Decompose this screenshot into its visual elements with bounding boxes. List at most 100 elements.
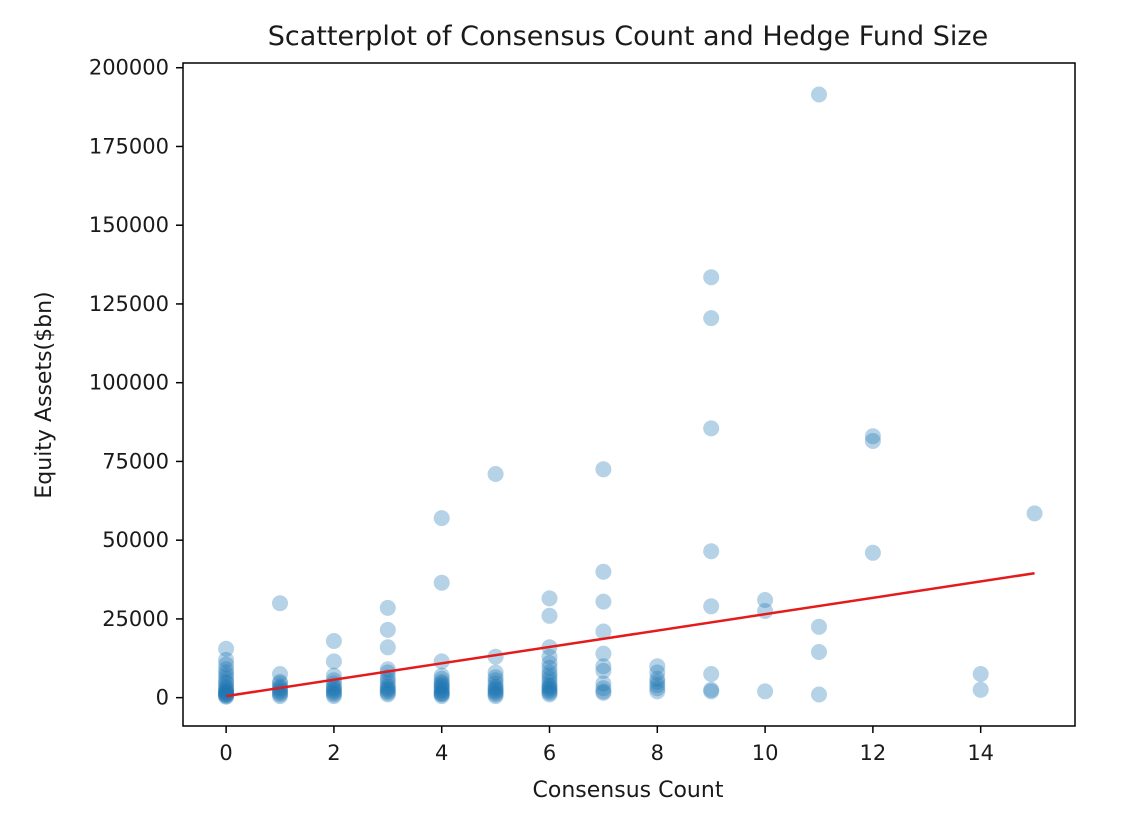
scatter-point bbox=[325, 686, 342, 703]
scatter-point bbox=[433, 673, 450, 690]
scatter-point bbox=[433, 678, 450, 695]
scatter-point bbox=[541, 677, 558, 694]
scatter-point bbox=[703, 269, 720, 286]
scatter-point bbox=[218, 651, 235, 668]
scatter-point bbox=[433, 677, 450, 694]
scatter-point bbox=[325, 678, 342, 695]
scatter-point bbox=[272, 678, 288, 695]
scatter-point bbox=[218, 688, 235, 705]
scatter-point bbox=[649, 680, 666, 697]
scatter-point bbox=[218, 681, 235, 698]
scatter-point bbox=[325, 653, 342, 670]
scatter-point bbox=[595, 461, 612, 478]
scatter-point bbox=[649, 664, 666, 681]
scatter-point bbox=[433, 510, 450, 527]
scatter-point bbox=[649, 673, 666, 690]
scatter-point bbox=[703, 683, 720, 700]
scatter-point bbox=[757, 683, 774, 700]
scatter-point bbox=[379, 684, 396, 701]
x-tick-label: 6 bbox=[543, 741, 556, 765]
scatter-point bbox=[595, 680, 612, 697]
scatter-point bbox=[811, 644, 827, 660]
scatter-point bbox=[811, 618, 827, 635]
scatter-point bbox=[972, 681, 989, 698]
scatter-point bbox=[272, 595, 288, 612]
scatter-point bbox=[487, 684, 504, 701]
scatter-point bbox=[218, 664, 235, 681]
scatter-point bbox=[379, 675, 396, 692]
scatter-point bbox=[595, 683, 612, 700]
scatter-point bbox=[487, 681, 504, 698]
y-axis: 0 25000 50000 75000 100000 125000 150000 175000… bbox=[89, 56, 183, 710]
scatter-point bbox=[703, 666, 720, 682]
x-tick-label: 8 bbox=[651, 741, 664, 765]
scatter-point bbox=[379, 621, 396, 638]
scatter-point bbox=[595, 645, 612, 662]
scatter-point bbox=[218, 656, 235, 673]
scatter-point bbox=[541, 659, 558, 676]
scatter-point bbox=[541, 664, 558, 681]
scatter-points bbox=[218, 86, 1043, 705]
scatter-point bbox=[541, 686, 558, 703]
scatter-point bbox=[379, 681, 396, 698]
scatter-point bbox=[218, 680, 235, 697]
x-tick-label: 12 bbox=[860, 741, 887, 765]
scatter-point bbox=[218, 675, 235, 692]
scatter-point bbox=[541, 590, 558, 607]
scatter-point bbox=[433, 686, 450, 703]
scatter-point bbox=[379, 683, 396, 700]
scatter-point bbox=[487, 688, 504, 705]
scatter-point bbox=[218, 661, 235, 678]
scatter-point bbox=[487, 672, 504, 689]
scatter-point bbox=[487, 675, 504, 692]
scatter-point bbox=[218, 667, 235, 684]
scatter-point bbox=[325, 633, 342, 649]
scatter-point bbox=[433, 675, 450, 692]
y-tick-label: 75000 bbox=[102, 449, 169, 473]
scatter-point bbox=[757, 592, 774, 608]
scatter-point bbox=[487, 678, 504, 695]
scatter-point bbox=[972, 666, 989, 682]
y-tick-label: 25000 bbox=[102, 607, 169, 631]
scatter-point bbox=[649, 677, 666, 694]
scatter-point bbox=[487, 466, 504, 482]
scatter-point bbox=[649, 658, 666, 675]
scatter-point bbox=[864, 433, 881, 449]
scatter-point bbox=[218, 685, 235, 702]
scatter-point bbox=[487, 683, 504, 700]
scatter-point bbox=[811, 86, 827, 103]
y-axis-label: Equity Assets($bn) bbox=[32, 291, 57, 498]
scatter-point bbox=[811, 686, 827, 703]
scatter-point bbox=[433, 685, 450, 702]
plot-frame bbox=[182, 62, 1076, 727]
scatter-point bbox=[433, 681, 450, 698]
scatter-point bbox=[703, 681, 720, 698]
scatter-point bbox=[703, 543, 720, 560]
scatter-point bbox=[325, 680, 342, 697]
scatter-point bbox=[379, 686, 396, 703]
y-tick-label: 150000 bbox=[89, 213, 169, 237]
scatter-point bbox=[218, 640, 235, 657]
scatter-point bbox=[218, 686, 235, 703]
x-axis-label: Consensus Count bbox=[533, 778, 724, 803]
scatter-point bbox=[595, 662, 612, 679]
scatter-point bbox=[218, 684, 235, 701]
x-tick-label: 2 bbox=[327, 741, 340, 765]
x-tick-label: 0 bbox=[219, 741, 232, 765]
scatter-point bbox=[272, 688, 288, 705]
scatter-point bbox=[379, 599, 396, 616]
chart-title: Scatterplot of Consensus Count and Hedge… bbox=[268, 21, 988, 52]
scatter-point bbox=[218, 688, 235, 705]
scatter-point bbox=[325, 681, 342, 698]
scatter-point bbox=[541, 655, 558, 671]
scatter-point bbox=[649, 683, 666, 700]
y-tick-label: 0 bbox=[156, 686, 169, 710]
scatter-point bbox=[541, 681, 558, 698]
y-tick-label: 50000 bbox=[102, 528, 169, 552]
scatter-point bbox=[325, 684, 342, 701]
scatter-point bbox=[325, 683, 342, 700]
scatter-point bbox=[272, 681, 288, 698]
scatter-point bbox=[433, 680, 450, 697]
scatter-point bbox=[433, 683, 450, 700]
